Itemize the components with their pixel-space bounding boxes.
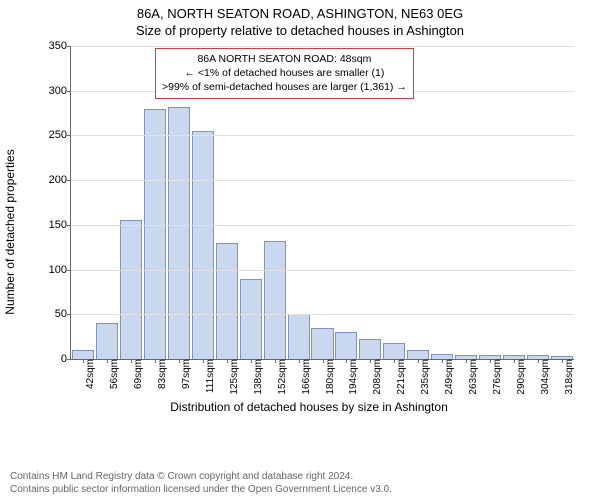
callout-line-3: >99% of semi-detached houses are larger … bbox=[162, 80, 407, 94]
bar bbox=[96, 323, 118, 359]
xtick-label: 97sqm bbox=[175, 359, 192, 389]
ytick-label: 100 bbox=[49, 264, 71, 276]
bar-slot: 290sqm bbox=[502, 46, 526, 359]
bar bbox=[168, 107, 190, 359]
xtick-label: 249sqm bbox=[438, 359, 455, 395]
xtick-label: 125sqm bbox=[223, 359, 240, 395]
chart-container: 86A, NORTH SEATON ROAD, ASHINGTON, NE63 … bbox=[0, 0, 600, 500]
bar bbox=[359, 339, 381, 359]
bar-slot: 276sqm bbox=[478, 46, 502, 359]
bar bbox=[335, 332, 357, 359]
property-callout: 86A NORTH SEATON ROAD: 48sqm ← <1% of de… bbox=[155, 48, 414, 99]
bar bbox=[120, 220, 142, 359]
xtick-label: 221sqm bbox=[390, 359, 407, 395]
xtick-label: 290sqm bbox=[510, 359, 527, 395]
callout-line-2: ← <1% of detached houses are smaller (1) bbox=[162, 66, 407, 80]
bar bbox=[383, 343, 405, 359]
bar bbox=[216, 243, 238, 359]
gridline bbox=[71, 314, 574, 315]
ytick-label: 300 bbox=[49, 85, 71, 97]
xtick-label: 69sqm bbox=[127, 359, 144, 389]
xtick-label: 235sqm bbox=[414, 359, 431, 395]
gridline bbox=[71, 270, 574, 271]
ytick-label: 50 bbox=[55, 308, 71, 320]
xtick-label: 208sqm bbox=[366, 359, 383, 395]
y-axis-label: Number of detached properties bbox=[3, 149, 17, 314]
xtick-label: 318sqm bbox=[558, 359, 575, 395]
bar-slot: 69sqm bbox=[119, 46, 143, 359]
xtick-label: 304sqm bbox=[534, 359, 551, 395]
ytick-label: 150 bbox=[49, 219, 71, 231]
attribution-footer: Contains HM Land Registry data © Crown c… bbox=[10, 471, 392, 496]
bar bbox=[72, 350, 94, 359]
xtick-label: 111sqm bbox=[199, 359, 216, 393]
bar-slot: 249sqm bbox=[430, 46, 454, 359]
title-address: 86A, NORTH SEATON ROAD, ASHINGTON, NE63 … bbox=[0, 6, 600, 21]
ytick-label: 0 bbox=[61, 353, 71, 365]
titles: 86A, NORTH SEATON ROAD, ASHINGTON, NE63 … bbox=[0, 0, 600, 38]
bar bbox=[311, 328, 333, 359]
xtick-label: 56sqm bbox=[103, 359, 120, 389]
bar bbox=[240, 279, 262, 359]
bar-slot: 56sqm bbox=[95, 46, 119, 359]
gridline bbox=[71, 225, 574, 226]
bar bbox=[264, 241, 286, 359]
bar-slot: 42sqm bbox=[71, 46, 95, 359]
xtick-label: 276sqm bbox=[486, 359, 503, 395]
xtick-label: 83sqm bbox=[151, 359, 168, 389]
ytick-label: 350 bbox=[49, 40, 71, 52]
x-axis-label: Distribution of detached houses by size … bbox=[44, 400, 574, 414]
xtick-label: 263sqm bbox=[462, 359, 479, 395]
xtick-label: 138sqm bbox=[247, 359, 264, 395]
bar bbox=[407, 350, 429, 359]
footer-line-2: Contains public sector information licen… bbox=[10, 484, 392, 497]
bar bbox=[288, 314, 310, 359]
ytick-label: 200 bbox=[49, 174, 71, 186]
xtick-label: 152sqm bbox=[271, 359, 288, 395]
footer-line-1: Contains HM Land Registry data © Crown c… bbox=[10, 471, 392, 484]
xtick-label: 194sqm bbox=[342, 359, 359, 395]
chart-area: Number of detached properties 42sqm56sqm… bbox=[44, 46, 574, 418]
ytick-label: 250 bbox=[49, 129, 71, 141]
xtick-label: 166sqm bbox=[295, 359, 312, 395]
title-subtitle: Size of property relative to detached ho… bbox=[0, 23, 600, 38]
bar-slot: 304sqm bbox=[526, 46, 550, 359]
gridline bbox=[71, 46, 574, 47]
callout-line-1: 86A NORTH SEATON ROAD: 48sqm bbox=[162, 52, 407, 66]
gridline bbox=[71, 135, 574, 136]
bar bbox=[144, 109, 166, 359]
xtick-label: 42sqm bbox=[79, 359, 96, 389]
bar bbox=[192, 131, 214, 359]
bar-slot: 318sqm bbox=[550, 46, 574, 359]
bar-slot: 263sqm bbox=[454, 46, 478, 359]
xtick-label: 180sqm bbox=[319, 359, 336, 395]
gridline bbox=[71, 180, 574, 181]
